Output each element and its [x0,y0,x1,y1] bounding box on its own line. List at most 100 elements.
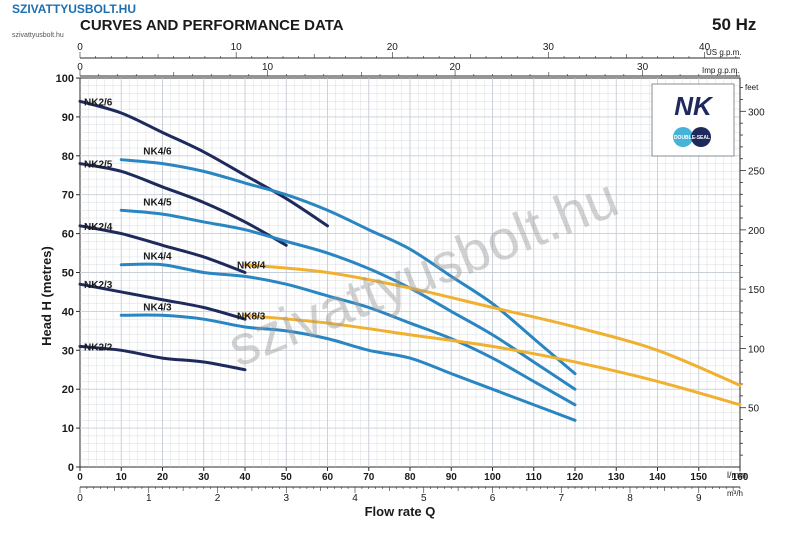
y-tick-label: 80 [62,151,74,163]
us-gpm-tick-label: 20 [387,42,399,53]
feet-tick-label: 300 [748,107,765,118]
series-line-nk2-4 [78,224,247,274]
y-tick-label: 50 [62,268,74,280]
logo-badge: DOUBLE-SEAL [674,135,710,141]
m3h-tick-label: 5 [421,493,427,504]
y-tick-label: 40 [62,306,74,318]
logo-brand: NK [674,91,714,121]
series-label-nk4-6: NK4/6 [143,147,172,158]
x-unit-label: l/min [727,470,746,480]
x-tick-label: 120 [567,472,584,483]
series-label-nk8-3: NK8/3 [237,311,266,322]
feet-tick-label: 150 [748,285,765,296]
x-tick-label: 90 [446,472,458,483]
m3h-tick-label: 1 [146,493,152,504]
x-tick-label: 60 [322,472,334,483]
bottom-axes: 0 1 2 3 4 5 6 7 8 9 [77,486,741,504]
x-tick-label: 100 [484,472,501,483]
x-axis-title: Flow rate Q [365,504,436,519]
watermark-sub: szivattyusbolt.hu [12,32,64,39]
m3h-tick-label: 8 [627,493,633,504]
y-tick-label: 30 [62,345,74,357]
series-label-nk4-3: NK4/3 [143,302,172,313]
y-tick-label: 60 [62,229,74,241]
series-line-nk4-6 [119,158,577,376]
y-tick-label: 0 [68,462,74,474]
series-label-nk2-4: NK2/4 [84,222,113,233]
y-tick-label: 90 [62,112,74,124]
m3h-tick-label: 9 [696,493,702,504]
series-line-nk2-2 [78,344,247,372]
series-label-nk2-6: NK2/6 [84,97,113,108]
feet-tick-label: 50 [748,404,760,415]
y-tick-label: 100 [56,73,74,85]
series-line-nk2-3 [78,282,247,321]
series-line-nk8-3 [243,313,742,407]
x-tick-label: 140 [649,472,666,483]
series-line-nk4-3 [119,313,577,422]
series-label-nk4-4: NK4/4 [143,252,172,263]
m3h-tick-label: 7 [558,493,564,504]
series-label-nk2-2: NK2/2 [84,342,113,353]
feet-tick-label: 250 [748,167,765,178]
series-label-nk2-3: NK2/3 [84,280,113,291]
us-gpm-unit-label: US g.p.m. [706,48,742,57]
series-line-nk4-5 [119,208,577,391]
x-tick-label: 40 [239,472,251,483]
y-tick-label: 10 [62,423,74,435]
x-tick-label: 130 [608,472,625,483]
series-label-nk8-4: NK8/4 [237,261,266,272]
x-tick-label: 10 [116,472,128,483]
imp-gpm-tick-label: 20 [449,62,461,73]
page-title: CURVES AND PERFORMANCE DATA [80,17,344,34]
feet-tick-label: 100 [748,344,765,355]
series-label-nk2-5: NK2/5 [84,160,113,171]
series-line-nk2-6 [78,99,329,228]
y-tick-labels: 0 10 20 30 40 50 60 70 80 90 100 [56,73,80,474]
imp-gpm-tick-label: 0 [77,62,83,73]
feet-unit-label: feet [745,83,759,92]
series-line-nk8-4 [243,263,742,387]
top-axes: 0 10 20 30 40 0 10 20 30 [77,42,740,77]
logo-circle-left [673,127,693,147]
x-tick-label: 20 [157,472,169,483]
series-line-nk4-4 [119,262,577,407]
y-tick-label: 20 [62,384,74,396]
m3h-tick-label: 0 [77,493,83,504]
x-tick-label: 110 [526,472,543,483]
x-tick-label: 160 [732,472,749,483]
imp-gpm-tick-label: 30 [637,62,649,73]
x-tick-label: 50 [281,472,293,483]
m3h-unit-label: m³/h [727,489,743,498]
logo-circle-right [691,127,711,147]
us-gpm-tick-label: 40 [699,42,711,53]
us-gpm-tick-label: 30 [543,42,555,53]
nk-logo: NK DOUBLE-SEAL [651,83,735,157]
m3h-tick-label: 6 [490,493,496,504]
imp-gpm-tick-label: 10 [262,62,274,73]
m3h-tick-label: 2 [215,493,221,504]
series-lines [78,99,742,422]
m3h-tick-label: 4 [352,493,358,504]
x-tick-label: 30 [198,472,210,483]
series-label-nk4-5: NK4/5 [143,197,172,208]
us-gpm-tick-label: 10 [231,42,243,53]
y-tick-label: 70 [62,190,74,202]
feet-tick-labels: 50 100 150 200 250 300 [739,78,765,467]
x-tick-label: 0 [77,472,83,483]
imp-gpm-unit-label: Imp g.p.m. [702,66,740,75]
grid-lines [80,78,740,467]
feet-tick-label: 200 [748,226,765,237]
series-line-nk2-5 [78,162,288,247]
m3h-tick-label: 3 [283,493,289,504]
x-tick-labels: 0 10 20 30 40 50 60 70 80 90 100 110 120 130 140 150 160 [77,467,749,483]
frequency-label: 50 Hz [712,15,756,34]
watermark-top: SZIVATTYUSBOLT.HU [12,2,136,16]
x-tick-label: 80 [404,472,416,483]
x-tick-label: 150 [690,472,707,483]
x-tick-label: 70 [363,472,375,483]
y-axis-title: Head H (metres) [39,246,54,346]
us-gpm-tick-label: 0 [77,42,83,53]
